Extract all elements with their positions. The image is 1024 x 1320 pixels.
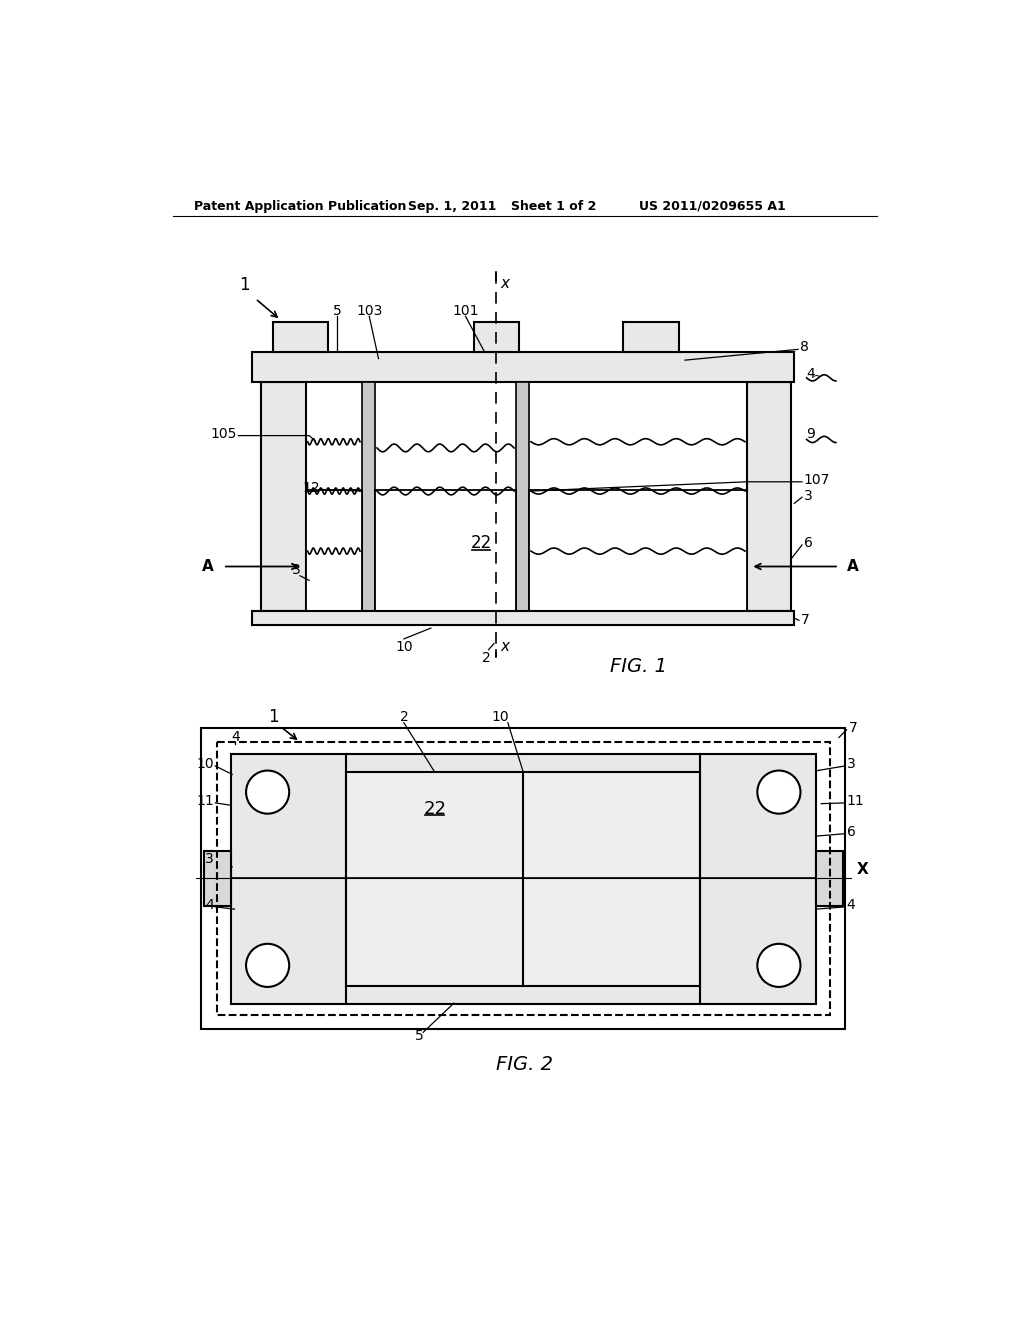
Text: 4: 4 xyxy=(807,367,815,381)
Text: A: A xyxy=(847,558,858,574)
Bar xyxy=(217,742,829,1015)
Text: 11: 11 xyxy=(847,795,864,808)
Bar xyxy=(230,754,816,1003)
Text: 4: 4 xyxy=(230,730,240,744)
Text: A: A xyxy=(202,558,214,574)
Bar xyxy=(306,490,361,611)
Text: 4: 4 xyxy=(205,899,214,912)
Text: 10: 10 xyxy=(196,758,214,771)
Text: 22: 22 xyxy=(470,535,492,552)
Text: 22: 22 xyxy=(423,800,446,818)
Text: 1: 1 xyxy=(240,276,250,294)
Bar xyxy=(204,850,230,906)
Bar xyxy=(252,611,795,626)
Text: US 2011/0209655 A1: US 2011/0209655 A1 xyxy=(639,199,785,213)
Text: 101: 101 xyxy=(453,304,479,318)
Text: 6: 6 xyxy=(804,536,812,550)
Text: ~: ~ xyxy=(805,370,823,383)
Bar xyxy=(261,381,306,611)
Circle shape xyxy=(246,944,289,987)
Bar xyxy=(361,381,376,611)
Bar xyxy=(529,490,746,611)
Text: Patent Application Publication: Patent Application Publication xyxy=(194,199,407,213)
Bar xyxy=(346,772,700,986)
Bar xyxy=(474,322,518,352)
Text: 10: 10 xyxy=(395,640,413,653)
Text: 2: 2 xyxy=(482,651,490,665)
Text: 3: 3 xyxy=(804,488,812,503)
Text: 12: 12 xyxy=(302,480,319,495)
Circle shape xyxy=(246,771,289,813)
Text: FIG. 2: FIG. 2 xyxy=(497,1056,553,1074)
Bar xyxy=(252,352,795,381)
Bar xyxy=(273,322,329,352)
Bar xyxy=(202,729,845,1028)
Circle shape xyxy=(758,771,801,813)
Text: 3: 3 xyxy=(205,853,214,866)
Text: Sep. 1, 2011: Sep. 1, 2011 xyxy=(408,199,497,213)
Text: FIG. 1: FIG. 1 xyxy=(610,657,668,676)
Text: x: x xyxy=(500,276,509,292)
Bar xyxy=(376,490,515,611)
Text: 8: 8 xyxy=(801,341,809,354)
Text: 5: 5 xyxy=(333,304,341,318)
Bar xyxy=(746,381,792,611)
Text: Sheet 1 of 2: Sheet 1 of 2 xyxy=(511,199,596,213)
Text: 2: 2 xyxy=(399,710,409,725)
Bar xyxy=(624,322,679,352)
Text: x: x xyxy=(500,639,509,653)
Text: 103: 103 xyxy=(356,304,382,318)
Text: 3: 3 xyxy=(847,758,855,771)
Bar xyxy=(816,850,843,906)
Text: 1: 1 xyxy=(267,709,279,726)
Text: 7: 7 xyxy=(849,721,858,735)
Circle shape xyxy=(758,944,801,987)
Text: 7: 7 xyxy=(801,614,809,627)
Text: 6: 6 xyxy=(847,825,855,840)
Text: 4: 4 xyxy=(847,899,855,912)
Text: 11: 11 xyxy=(196,795,214,808)
Text: 105: 105 xyxy=(211,428,237,441)
Text: 5: 5 xyxy=(415,1030,424,1043)
Text: 10: 10 xyxy=(492,710,509,725)
Text: 3: 3 xyxy=(292,564,300,577)
Bar xyxy=(515,381,529,611)
Text: 107: 107 xyxy=(804,474,829,487)
Text: X: X xyxy=(857,862,868,876)
Text: 9: 9 xyxy=(807,428,815,441)
